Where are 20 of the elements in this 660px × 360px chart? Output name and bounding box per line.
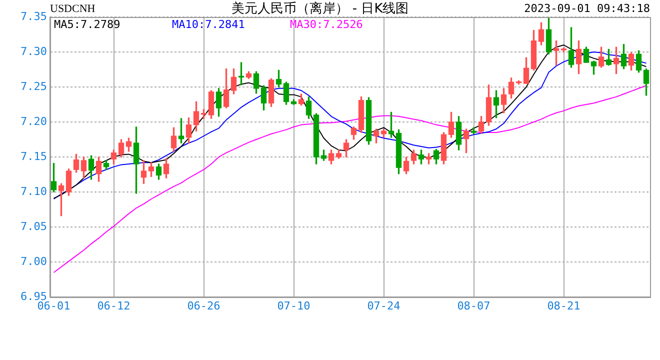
text: USDCNH	[50, 2, 96, 15]
y-tick-label: 7.00	[20, 254, 47, 268]
x-tick-label: 08-21	[547, 299, 580, 312]
text: MA5:7.2789	[54, 18, 120, 31]
x-tick-label: 06-26	[187, 299, 220, 312]
y-tick-label: 7.15	[20, 150, 47, 163]
y-tick-label: 7.10	[20, 184, 47, 198]
y-tick-label: 7.20	[20, 114, 47, 128]
x-tick-label: 08-07	[457, 299, 490, 312]
text: MA30:7.2526	[290, 18, 363, 31]
x-tick-label: 07-10	[277, 299, 310, 312]
y-tick-label: 7.35	[20, 10, 47, 23]
y-tick-label: 7.30	[20, 44, 47, 58]
text: 2023-09-01 09:43:18	[524, 2, 650, 15]
y-tick-label: 7.05	[20, 220, 47, 233]
x-tick-label: 06-12	[97, 299, 130, 312]
text: MA10:7.2841	[172, 18, 245, 31]
y-tick-label: 7.25	[20, 80, 47, 93]
chart-title: 美元人民币（离岸） - 日K线图	[231, 0, 409, 16]
x-tick-label: 07-24	[367, 299, 401, 312]
